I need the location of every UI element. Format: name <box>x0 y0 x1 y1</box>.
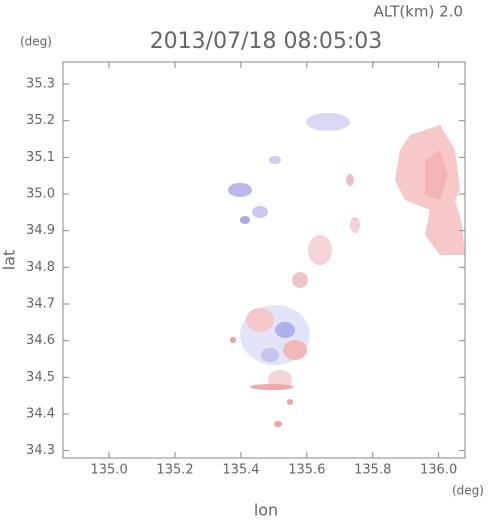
echo-patch <box>246 308 274 332</box>
altitude-label: ALT(km) 2.0 <box>374 3 463 21</box>
y-unit: (deg) <box>20 35 52 49</box>
echo-patch <box>275 322 295 338</box>
y-tick-label: 34.7 <box>26 297 55 312</box>
y-tick-label: 34.5 <box>26 370 55 385</box>
y-tick-label: 35.0 <box>26 187 55 202</box>
y-tick-label: 35.1 <box>26 150 55 165</box>
echo-patch <box>350 217 360 233</box>
y-tick-label: 34.8 <box>26 260 55 275</box>
echo-patch <box>240 216 250 224</box>
x-tick-label: 135.6 <box>288 463 325 478</box>
y-tick-label: 35.3 <box>26 77 55 92</box>
echo-patch <box>250 384 294 390</box>
echo-patch <box>228 183 252 197</box>
y-tick-label: 34.4 <box>26 407 55 422</box>
echo-patch <box>252 206 268 218</box>
echo-patch <box>308 235 332 265</box>
chart-title: 2013/07/18 08:05:03 <box>150 29 383 54</box>
x-tick-label: 135.8 <box>354 463 391 478</box>
echo-patch <box>287 399 293 405</box>
echo-patch <box>306 113 350 131</box>
echo-patch <box>230 337 236 343</box>
y-tick-label: 34.9 <box>26 223 55 238</box>
x-unit: (deg) <box>452 484 484 498</box>
echo-field <box>228 113 465 427</box>
x-tick-label: 135.0 <box>91 463 128 478</box>
y-tick-label: 35.2 <box>26 113 55 128</box>
x-axis-label: lon <box>254 501 278 520</box>
y-tick-label: 34.3 <box>26 443 55 458</box>
y-axis-label: lat <box>0 250 19 271</box>
x-tick-label: 136.0 <box>420 463 457 478</box>
x-tick-label: 135.4 <box>222 463 259 478</box>
echo-patch <box>269 156 281 164</box>
y-tick-label: 34.6 <box>26 333 55 348</box>
x-tick-label: 135.2 <box>156 463 193 478</box>
plot-frame <box>62 61 466 459</box>
echo-patch <box>346 174 354 186</box>
echo-patch <box>425 150 448 200</box>
echo-patch <box>274 421 282 427</box>
echo-patch <box>283 340 307 360</box>
echo-patch <box>292 272 308 288</box>
echo-patch <box>261 348 279 362</box>
